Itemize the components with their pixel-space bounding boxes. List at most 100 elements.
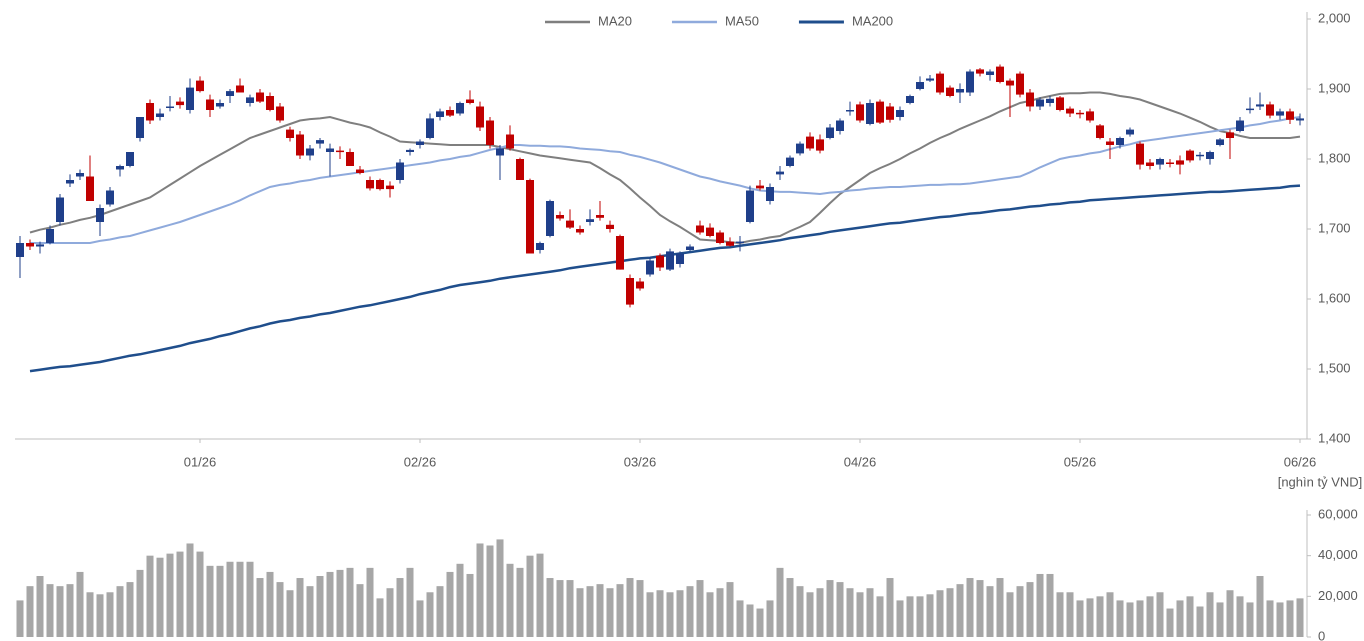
candle-body: [76, 173, 84, 177]
volume-bar: [1086, 598, 1094, 637]
volume-bar: [1096, 596, 1104, 637]
candle-body: [1036, 99, 1044, 107]
candle-body: [126, 152, 134, 166]
volume-bar: [466, 573, 474, 637]
volume-bar: [726, 582, 734, 637]
volume-bar: [336, 569, 344, 637]
volume-bar: [1026, 582, 1034, 637]
volume-bar: [216, 565, 224, 637]
candle-body: [1296, 118, 1304, 121]
candle-body: [326, 148, 334, 152]
candle-body: [796, 143, 804, 154]
volume-bar: [136, 569, 144, 637]
candle-body: [106, 190, 114, 205]
volume-bar: [856, 592, 864, 637]
candle-body: [506, 134, 514, 149]
candle-body: [46, 229, 54, 243]
volume-bar: [1196, 606, 1204, 637]
candle-body: [846, 110, 854, 112]
candle-body: [366, 180, 374, 189]
candle-body: [776, 171, 784, 175]
y-tick-label: 1,500: [1318, 360, 1351, 375]
candle-body: [466, 99, 474, 103]
volume-bar: [586, 586, 594, 637]
volume-bar: [606, 588, 614, 637]
x-tick-label: 04/26: [844, 454, 877, 469]
candle-body: [696, 225, 704, 233]
volume-bar: [926, 594, 934, 637]
candle-body: [986, 71, 994, 75]
candle-body: [1096, 125, 1104, 138]
volume-bar: [1056, 592, 1064, 637]
volume-bar: [196, 551, 204, 637]
candle-body: [516, 159, 524, 180]
candle-body: [1056, 97, 1064, 110]
candle-body: [766, 187, 774, 201]
volume-bar: [546, 578, 554, 637]
candle-body: [1226, 132, 1234, 138]
candle-body: [116, 166, 124, 170]
volume-bar: [1146, 596, 1154, 637]
y-tick-label: 1,400: [1318, 430, 1351, 445]
candle-body: [996, 66, 1004, 82]
candle-body: [1126, 129, 1134, 135]
volume-bar: [46, 584, 54, 637]
volume-bar: [396, 578, 404, 637]
candle-body: [1266, 104, 1274, 116]
volume-bar: [1236, 596, 1244, 637]
volume-bar: [1036, 573, 1044, 637]
candle-body: [96, 208, 104, 222]
candle-body: [546, 201, 554, 236]
volume-bar: [26, 586, 34, 637]
candle-body: [596, 215, 604, 218]
candle-body: [966, 71, 974, 93]
candle-body: [256, 92, 264, 102]
candle-body: [486, 120, 494, 145]
volume-bar: [566, 580, 574, 637]
candle-body: [476, 106, 484, 128]
candle-body: [416, 141, 424, 145]
candle-body: [1256, 104, 1264, 107]
candle-body: [526, 180, 534, 254]
volume-bar: [386, 588, 394, 637]
volume-bar: [866, 588, 874, 637]
volume-bar: [76, 571, 84, 637]
candle-body: [1236, 120, 1244, 131]
candle-body: [246, 97, 254, 103]
candle-body: [756, 185, 764, 189]
volume-bar: [756, 608, 764, 637]
y-tick-label: 40,000: [1318, 547, 1358, 562]
candle-body: [646, 260, 654, 275]
volume-bar: [1186, 596, 1194, 637]
candle-body: [1006, 80, 1014, 86]
candle-body: [1106, 141, 1114, 145]
volume-bar: [846, 588, 854, 637]
candle-body: [806, 136, 814, 149]
candle-body: [736, 241, 744, 244]
volume-bar: [486, 545, 494, 637]
volume-bar: [786, 578, 794, 637]
x-tick-label: 06/26: [1284, 454, 1317, 469]
volume-bar: [976, 580, 984, 637]
candle-body: [636, 281, 644, 289]
candle-body: [606, 224, 614, 229]
volume-bar: [286, 590, 294, 637]
ma-line: [29, 184, 1301, 373]
candle-body: [956, 89, 964, 93]
candle-body: [1016, 73, 1024, 95]
volume-bar: [266, 571, 274, 637]
volume-bar: [616, 584, 624, 637]
volume-bar: [1276, 602, 1284, 637]
volume-bar: [896, 600, 904, 637]
volume-bar: [166, 553, 174, 637]
candle-body: [676, 253, 684, 264]
volume-bar: [1116, 600, 1124, 637]
candle-body: [706, 227, 714, 236]
candle-body: [266, 96, 274, 110]
volume-bar: [516, 567, 524, 637]
volume-bar: [596, 584, 604, 637]
volume-bar: [506, 563, 514, 637]
candle-body: [536, 243, 544, 250]
volume-bar: [106, 592, 114, 637]
candle-body: [1166, 162, 1174, 164]
